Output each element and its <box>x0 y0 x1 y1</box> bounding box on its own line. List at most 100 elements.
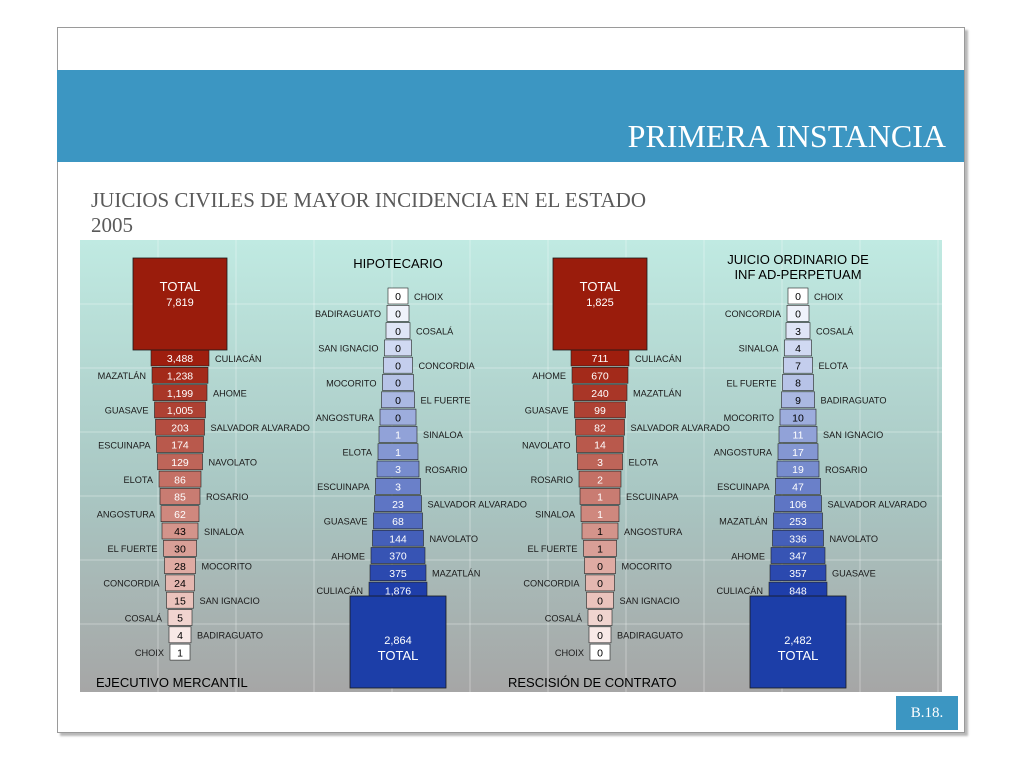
bar-segment <box>160 505 200 523</box>
bar-value-label: 0 <box>395 291 401 303</box>
bar-value-label: 23 <box>392 499 404 511</box>
bar-value-label: 5 <box>177 613 183 625</box>
bar-segment <box>165 574 195 592</box>
bar-value-label: 1,876 <box>385 585 411 597</box>
municipality-label: BADIRAGUATO <box>821 396 887 406</box>
municipality-label: SINALOA <box>423 430 464 440</box>
chart-label: RESCISIÓN DE CONTRATO <box>508 675 677 690</box>
bar-value-label: 370 <box>389 551 407 563</box>
municipality-label: COSALÁ <box>416 326 454 336</box>
bar-value-label: 0 <box>795 291 801 303</box>
subtitle-line-1: JUICIOS CIVILES DE MAYOR INCIDENCIA EN E… <box>91 188 647 212</box>
municipality-label: ESCUINAPA <box>98 440 151 450</box>
bar-value-label: 1 <box>597 492 603 504</box>
bar-value-label: 10 <box>792 412 804 424</box>
bar-segment <box>373 512 423 530</box>
bar-segment <box>588 626 612 644</box>
bar-segment <box>586 591 614 609</box>
bar-segment <box>772 529 824 547</box>
slide-number-badge: B.18. <box>896 696 958 730</box>
bar-segment <box>769 564 827 582</box>
municipality-label: MAZATLÁN <box>98 371 146 381</box>
municipality-label: MOCORITO <box>202 561 252 571</box>
municipality-label: NAVOLATO <box>430 534 479 544</box>
bar-segment <box>372 529 424 547</box>
bar-value-label: 357 <box>789 568 807 580</box>
bar-value-label: 0 <box>395 378 401 390</box>
bar-value-label: 1 <box>177 647 183 659</box>
pyramid-charts: 3,488 CULIACÁN 1,238 MAZATLÁN 1,199 AHOME 1,00… <box>80 240 942 692</box>
municipality-label: NAVOLATO <box>522 440 571 450</box>
municipality-label: CULIACÁN <box>215 354 261 364</box>
bar-segment <box>166 591 194 609</box>
bar-segment <box>369 564 427 582</box>
total-value: 2,864 <box>384 635 412 647</box>
bar-segment <box>770 547 826 564</box>
bar-value-label: 0 <box>597 595 603 607</box>
municipality-label: CONCORDIA <box>419 361 476 371</box>
bar-value-label: 9 <box>795 395 801 407</box>
municipality-label: CHOIX <box>135 648 164 658</box>
bar-value-label: 0 <box>395 360 401 372</box>
municipality-label: AHOME <box>731 551 765 561</box>
page-title: PRIMERA INSTANCIA <box>627 118 946 154</box>
chart-marks: 3,488 CULIACÁN 1,238 MAZATLÁN 1,199 AHOME 1,00… <box>96 252 927 690</box>
chart-label: INF AD-PERPETUAM <box>734 267 861 282</box>
bar-value-label: 0 <box>395 395 401 407</box>
bar-value-label: 106 <box>789 499 807 511</box>
bar-segment <box>159 488 201 505</box>
bar-value-label: 8 <box>795 378 801 390</box>
municipality-label: NAVOLATO <box>209 458 258 468</box>
total-label: TOTAL <box>580 279 621 294</box>
bar-segment <box>152 384 208 401</box>
total-box <box>552 257 648 351</box>
bar-segment <box>773 512 823 530</box>
bar-value-label: 62 <box>174 509 186 521</box>
municipality-label: ELOTA <box>629 458 659 468</box>
municipality-label: MOCORITO <box>326 378 376 388</box>
bar-value-label: 174 <box>171 440 189 452</box>
municipality-label: MOCORITO <box>724 413 774 423</box>
municipality-label: SAN IGNACIO <box>620 596 680 606</box>
municipality-label: ESCUINAPA <box>317 482 370 492</box>
total-box <box>132 257 228 351</box>
pyramid-2: 0 CHOIX 0 BADIRAGUATO 0 COSALÁ 0 SAN IGNACIO 0 CO… <box>315 256 527 689</box>
bar-segment <box>381 391 415 409</box>
bar-value-label: 1,199 <box>167 388 193 400</box>
municipality-label: MAZATLÁN <box>432 569 480 579</box>
pyramid-1: 3,488 CULIACÁN 1,238 MAZATLÁN 1,199 AHOME 1,00… <box>96 257 310 690</box>
municipality-label: EL FUERTE <box>107 544 157 554</box>
bar-segment <box>576 436 624 453</box>
municipality-label: GUASAVE <box>324 517 368 527</box>
bar-segment <box>385 322 411 339</box>
bar-value-label: 1 <box>597 544 603 556</box>
bar-value-label: 82 <box>594 422 606 434</box>
municipality-label: ANGOSTURA <box>624 527 683 537</box>
bar-value-label: 129 <box>171 457 189 469</box>
bar-segment <box>585 574 615 592</box>
bar-segment <box>783 356 813 374</box>
bar-segment <box>377 443 419 460</box>
total-box <box>749 595 847 689</box>
bar-value-label: 47 <box>792 482 804 494</box>
municipality-label: MAZATLÁN <box>633 388 681 398</box>
municipality-label: SINALOA <box>204 527 245 537</box>
municipality-label: SAN IGNACIO <box>823 430 883 440</box>
bar-value-label: 3 <box>395 482 401 494</box>
bar-segment <box>370 547 426 564</box>
municipality-label: EL FUERTE <box>527 544 577 554</box>
total-label: TOTAL <box>778 648 819 663</box>
municipality-label: BADIRAGUATO <box>617 631 683 641</box>
municipality-label: ROSARIO <box>825 465 867 475</box>
municipality-label: COSALÁ <box>545 613 583 623</box>
municipality-label: EL FUERTE <box>726 378 776 388</box>
bar-value-label: 253 <box>789 516 807 528</box>
bar-segment <box>375 478 421 495</box>
bar-value-label: 14 <box>594 440 606 452</box>
bar-value-label: 3 <box>795 326 801 338</box>
bar-value-label: 0 <box>395 343 401 355</box>
municipality-label: ROSARIO <box>425 465 467 475</box>
bar-segment <box>382 374 414 391</box>
municipality-label: NAVOLATO <box>830 534 879 544</box>
bar-value-label: 1 <box>597 526 603 538</box>
